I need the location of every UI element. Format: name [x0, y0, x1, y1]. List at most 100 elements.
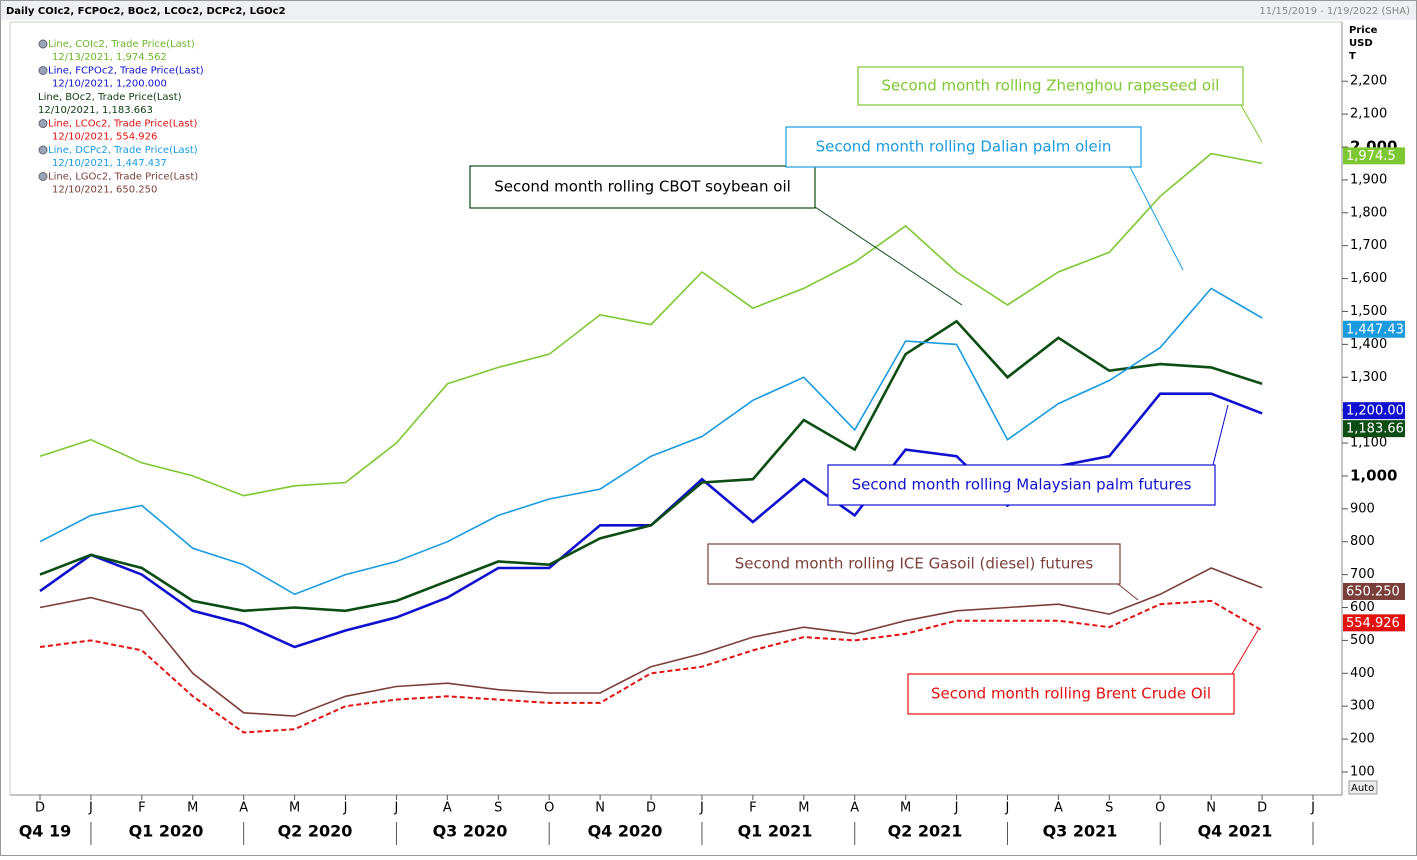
last-value-tag — [1343, 402, 1405, 420]
x-tick-label: J — [88, 801, 93, 816]
legend-icon — [38, 119, 48, 128]
chart-title: Daily COIc2, FCPOc2, BOc2, LCOc2, DCPc2,… — [6, 6, 286, 17]
annotation-box — [785, 126, 1142, 168]
y-tick-label: 1,500 — [1350, 304, 1387, 319]
y-tick-label: 2,100 — [1350, 107, 1387, 122]
x-tick-label: J — [699, 801, 704, 816]
x-tick-label: J — [1005, 801, 1010, 816]
quarter-label: Q3 2021 — [1043, 822, 1118, 841]
y-tick-label: 1,800 — [1350, 205, 1387, 220]
x-tick-label: M — [798, 801, 809, 816]
y-tick-label: 1,700 — [1350, 238, 1387, 253]
annotation-connector — [811, 204, 963, 306]
annotation-text: Second month rolling ICE Gasoil (diesel)… — [735, 555, 1094, 573]
x-tick-label: O — [1155, 801, 1165, 816]
x-tick-label: O — [544, 801, 554, 816]
x-tick-label: J — [954, 801, 959, 816]
annotation-text: Second month rolling Brent Crude Oil — [931, 685, 1211, 703]
quarter-label: Q2 2020 — [278, 822, 353, 841]
y-tick-label: 300 — [1350, 699, 1375, 714]
y-tick-label: 100 — [1350, 764, 1375, 779]
series-line — [39, 567, 1263, 717]
series-line — [39, 152, 1263, 497]
x-tick-label: A — [850, 801, 859, 816]
y-tick-label: 1,600 — [1350, 271, 1387, 286]
quarter-label: Q4 2021 — [1198, 822, 1273, 841]
x-tick-label: J — [394, 801, 399, 816]
y-tick-label: 2,200 — [1350, 74, 1387, 89]
x-tick-label: D — [646, 801, 656, 816]
last-value-label: 1,200.00 — [1346, 404, 1404, 419]
last-value-tag — [1343, 582, 1405, 600]
legend-name: Line, LGOc2, Trade Price(Last) — [48, 172, 198, 183]
legend-icon — [38, 145, 48, 155]
x-tick-label: J — [1310, 801, 1315, 816]
x-tick-label: A — [239, 801, 248, 816]
x-tick-label: M — [187, 801, 198, 816]
legend-name: Line, DCPc2, Trade Price(Last) — [48, 145, 198, 156]
date-range: 11/15/2019 - 1/19/2022 (SHA) — [1259, 6, 1410, 17]
annotation-text: Second month rolling Malaysian palm futu… — [852, 476, 1192, 494]
x-tick-label: N — [1206, 801, 1216, 816]
quarter-label: Q1 2020 — [129, 822, 204, 841]
y-axis-title: T — [1349, 51, 1356, 62]
quarter-label: Q3 2020 — [433, 822, 508, 841]
annotation-box — [907, 673, 1235, 715]
legend-name: Line, COIc2, Trade Price(Last) — [48, 39, 195, 50]
legend-icon — [38, 39, 48, 49]
scale-mode: Auto — [1351, 783, 1374, 794]
y-tick-label: 1,900 — [1350, 172, 1387, 187]
annotation-connector — [1212, 404, 1229, 466]
annotation-connector — [1129, 166, 1184, 271]
last-value-label: 554.926 — [1346, 616, 1400, 631]
legend-icon — [38, 66, 48, 75]
series-line — [39, 319, 1263, 613]
annotation-box — [469, 165, 816, 209]
legend-value: 12/10/2021, 1,183.663 — [38, 105, 153, 116]
y-tick-label: 700 — [1350, 567, 1375, 582]
annotation-text: Second month rolling Zhenghou rapeseed o… — [882, 77, 1220, 95]
legend-name: Line, BOc2, Trade Price(Last) — [38, 92, 182, 103]
x-tick-label: M — [900, 801, 911, 816]
y-tick-label: 400 — [1350, 666, 1375, 681]
last-value-tag — [1343, 147, 1405, 165]
last-value-tag — [1343, 420, 1405, 438]
y-tick-label: 500 — [1350, 633, 1375, 648]
y-tick-label: 1,400 — [1350, 337, 1387, 352]
last-value-label: 650.250 — [1346, 584, 1400, 599]
quarter-label: Q4 2020 — [588, 822, 663, 841]
legend-value: 12/10/2021, 1,447.437 — [52, 158, 167, 169]
legend-name: Line, FCPOc2, Trade Price(Last) — [48, 66, 204, 77]
legend-value: 12/10/2021, 1,200.000 — [52, 79, 167, 90]
x-tick-label: S — [494, 801, 502, 816]
x-tick-label: A — [1054, 801, 1063, 816]
y-tick-label: 200 — [1350, 732, 1375, 747]
annotation-box — [707, 543, 1121, 585]
series-line — [39, 287, 1263, 596]
last-value-label: 1,447.43 — [1346, 322, 1404, 337]
annotation-connector — [1117, 583, 1139, 601]
last-value-label: 1,183.66 — [1346, 422, 1404, 437]
x-tick-label: S — [1105, 801, 1113, 816]
last-value-label: 1,974.5 — [1346, 149, 1396, 164]
x-tick-label: D — [1257, 801, 1267, 816]
y-tick-label: 1,100 — [1350, 436, 1387, 451]
quarter-label: Q4 19 — [19, 822, 72, 841]
y-tick-label: 1,300 — [1350, 370, 1387, 385]
scale-mode-box — [1348, 780, 1378, 795]
x-tick-label: F — [138, 801, 145, 816]
legend-name: Line, LCOc2, Trade Price(Last) — [48, 119, 198, 130]
last-value-tag — [1343, 320, 1405, 338]
legend-value: 12/10/2021, 650.250 — [52, 185, 157, 196]
quarter-label: Q2 2021 — [888, 822, 963, 841]
x-tick-label: J — [343, 801, 348, 816]
x-tick-label: M — [289, 801, 300, 816]
header-bar — [1, 1, 1416, 20]
annotation-connector — [1237, 99, 1263, 143]
x-tick-label: D — [35, 801, 45, 816]
series-line — [39, 599, 1263, 734]
y-tick-label: 1,000 — [1350, 466, 1397, 484]
x-tick-label: A — [443, 801, 452, 816]
